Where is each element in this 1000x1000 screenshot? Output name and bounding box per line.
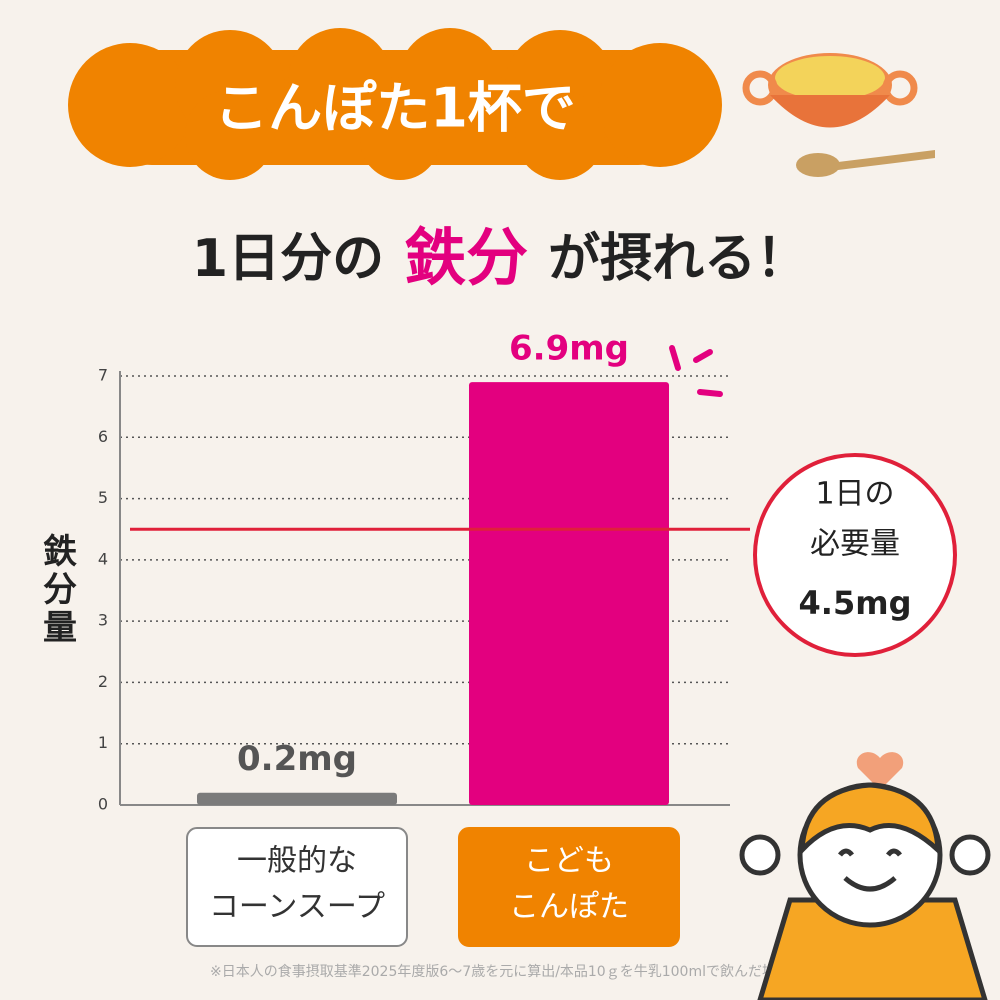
reference-label: 必要量 <box>810 527 900 562</box>
y-tick-label: 4 <box>98 549 108 568</box>
headline-highlight: 鉄分 <box>404 221 528 294</box>
x-tick-label: 一般的な <box>237 844 357 879</box>
headline: 1日分の 鉄分 が摂れる！ <box>192 221 808 294</box>
bar <box>469 382 669 805</box>
headline-part: が摂れる！ <box>548 229 808 289</box>
y-tick-label: 3 <box>98 611 108 630</box>
value-label: 0.2mg <box>237 739 357 779</box>
x-tick-label: コーンスープ <box>209 890 385 925</box>
y-tick-label: 1 <box>98 733 108 752</box>
bar <box>197 792 397 805</box>
y-tick-label: 7 <box>98 366 108 385</box>
value-label: 6.9mg <box>509 329 629 369</box>
reference-label: 1日の <box>815 477 894 512</box>
x-tick-label: こんぽた <box>509 890 629 925</box>
soup-bowl <box>742 53 935 177</box>
category-box <box>458 827 680 947</box>
reference-value-label: 4.5mg <box>799 584 912 622</box>
reference-badge <box>753 453 957 657</box>
y-tick-label: 2 <box>98 672 108 691</box>
headline-part: 1日分の <box>192 229 384 289</box>
banner-cloud <box>68 28 722 180</box>
y-tick-label: 5 <box>98 488 108 507</box>
banner-text: こんぽた1杯で <box>214 77 576 140</box>
footnote: ※日本人の食事摂取基準2025年度版6〜7歳を元に算出/本品10ｇを牛乳100m… <box>210 963 790 980</box>
y-axis-label: 鉄分量 <box>37 532 77 647</box>
child-illustration <box>739 752 991 1000</box>
x-tick-label: こども <box>524 844 614 879</box>
y-tick-label: 6 <box>98 427 108 446</box>
y-tick-label: 0 <box>98 795 108 814</box>
category-box <box>186 827 408 947</box>
sparkle <box>669 345 723 397</box>
